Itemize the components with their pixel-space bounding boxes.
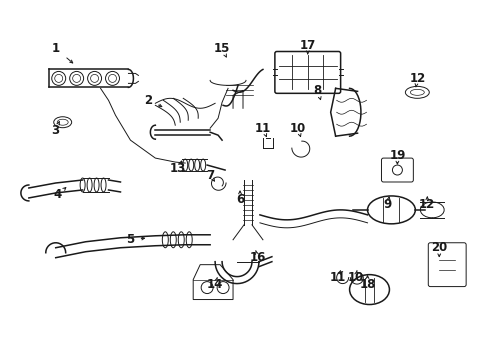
Text: 2: 2 <box>144 94 152 107</box>
Text: 18: 18 <box>359 278 375 291</box>
Text: 14: 14 <box>206 278 223 291</box>
Text: 10: 10 <box>347 271 363 284</box>
Text: 5: 5 <box>126 233 134 246</box>
Text: 6: 6 <box>235 193 244 206</box>
Text: 12: 12 <box>418 198 434 211</box>
Text: 7: 7 <box>205 168 214 181</box>
Text: 15: 15 <box>213 42 230 55</box>
Text: 1: 1 <box>52 42 60 55</box>
Text: 17: 17 <box>299 39 315 52</box>
Text: 12: 12 <box>408 72 425 85</box>
Text: 8: 8 <box>313 84 321 97</box>
Text: 3: 3 <box>52 124 60 137</box>
Text: 4: 4 <box>54 188 61 202</box>
Text: 19: 19 <box>388 149 405 162</box>
Text: 11: 11 <box>254 122 270 135</box>
Text: 16: 16 <box>249 251 265 264</box>
Text: 10: 10 <box>289 122 305 135</box>
Text: 9: 9 <box>383 198 391 211</box>
Text: 20: 20 <box>430 241 447 254</box>
Text: 13: 13 <box>170 162 186 175</box>
Text: 11: 11 <box>329 271 345 284</box>
